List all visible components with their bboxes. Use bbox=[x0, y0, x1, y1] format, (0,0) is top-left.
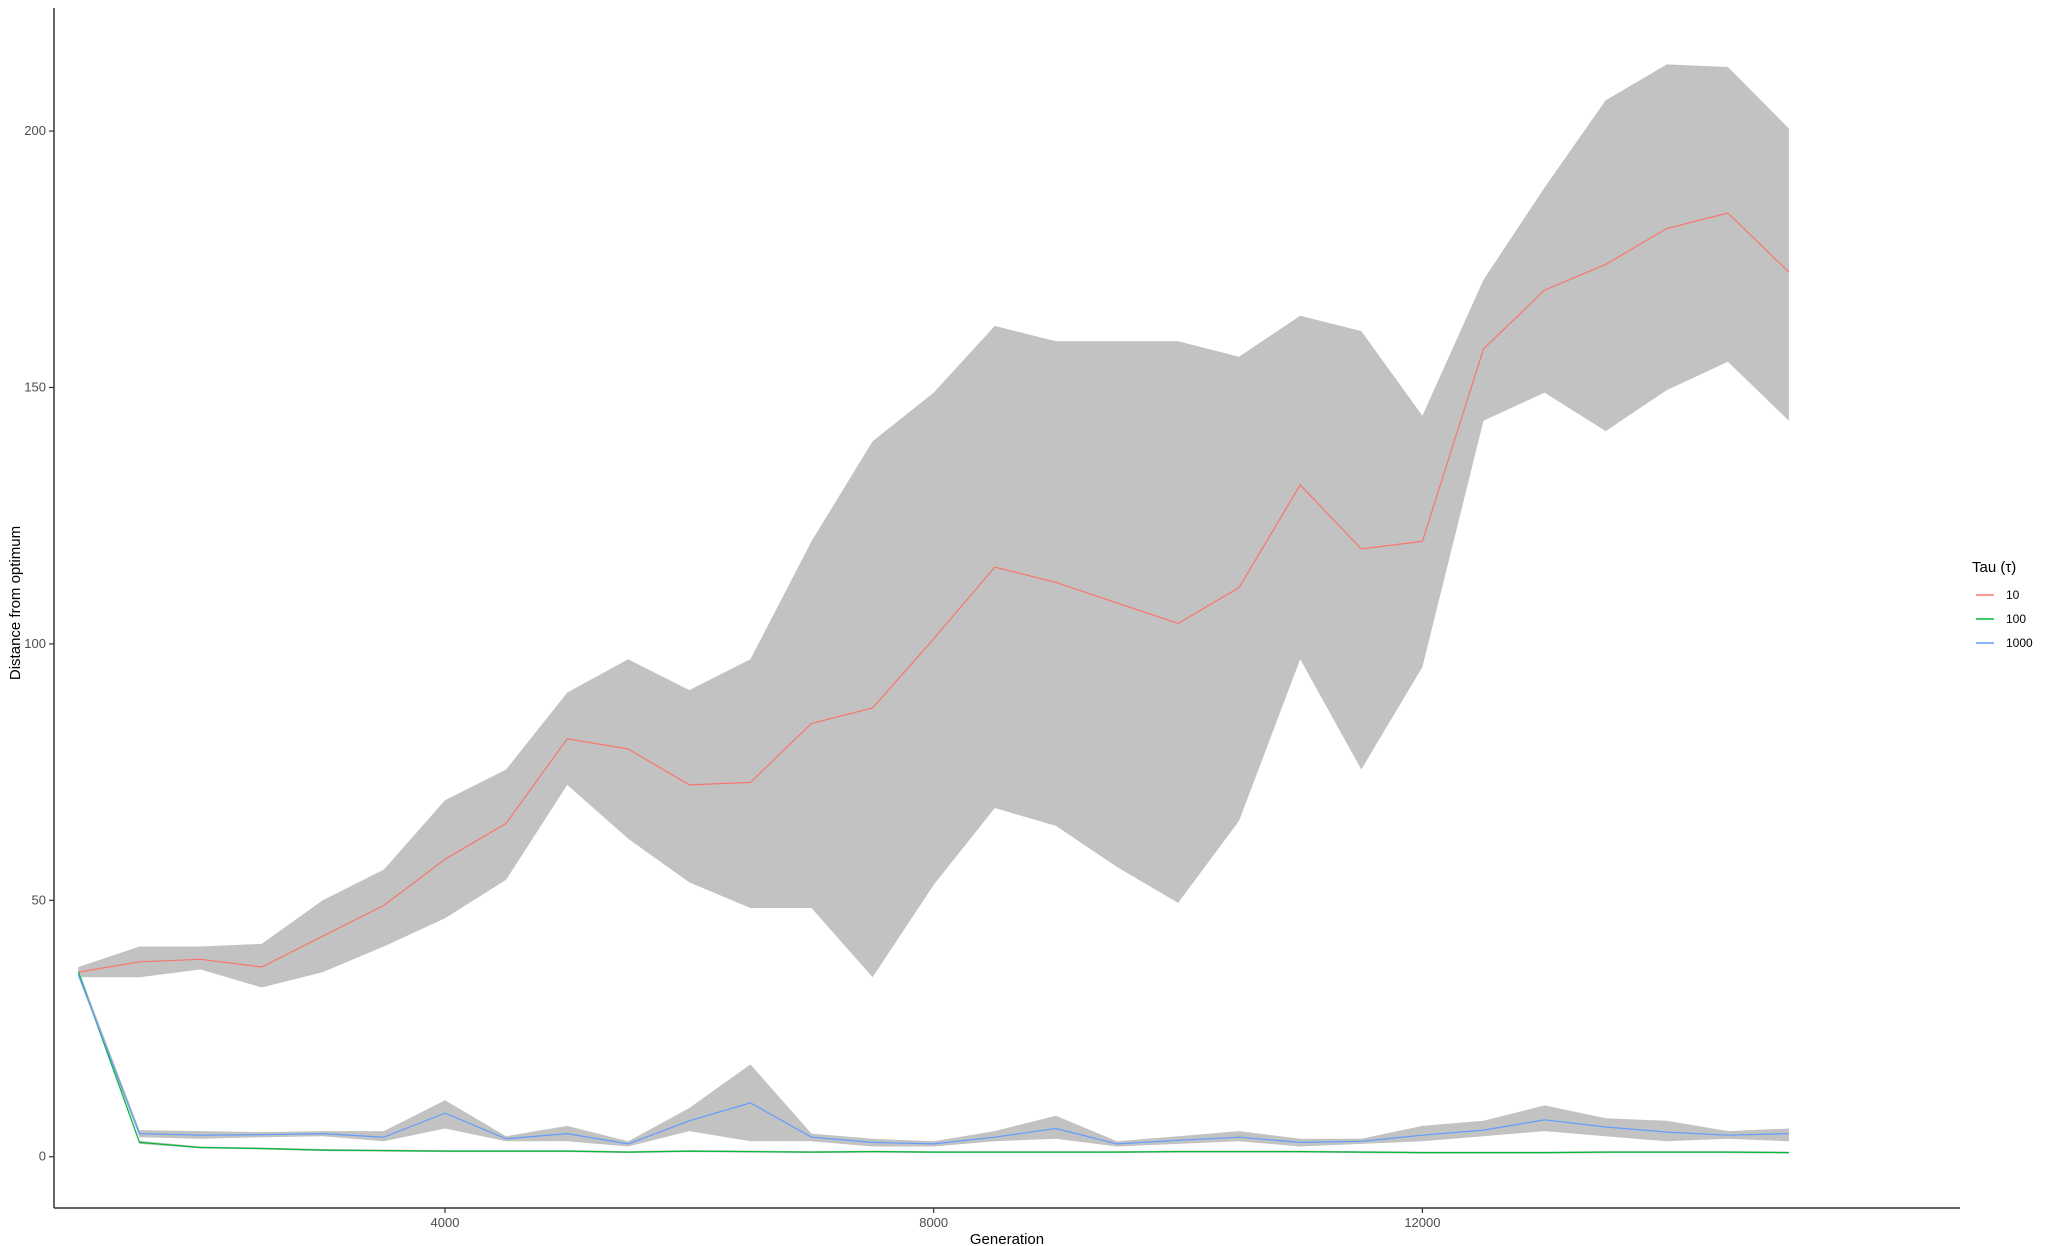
x-tick-label: 4000 bbox=[431, 1215, 460, 1230]
legend-label-1000: 1000 bbox=[2006, 636, 2033, 650]
ribbon-tau-10 bbox=[78, 64, 1789, 988]
x-axis-title: Generation bbox=[970, 1231, 1044, 1246]
legend-title: Tau (τ) bbox=[1972, 559, 2016, 576]
y-axis-title: Distance from optimum bbox=[7, 526, 24, 680]
y-tick-label: 50 bbox=[32, 892, 46, 907]
legend-label-100: 100 bbox=[2006, 612, 2026, 626]
y-tick-label: 150 bbox=[24, 379, 46, 394]
y-tick-label: 100 bbox=[24, 636, 46, 651]
confidence-ribbons bbox=[78, 64, 1789, 1154]
legend-label-10: 10 bbox=[2006, 588, 2020, 602]
line-tau-1000 bbox=[77, 974, 1789, 1145]
x-tick-label: 12000 bbox=[1404, 1215, 1440, 1230]
series-lines bbox=[77, 212, 1790, 1154]
x-tick-label: 8000 bbox=[919, 1215, 948, 1230]
line-tau-100 bbox=[77, 971, 1789, 1154]
axes: 0 50 100 150 200 4000 8000 12000 Generation Dista… bbox=[7, 8, 1960, 1246]
y-tick-label: 0 bbox=[39, 1149, 46, 1164]
ribbon-tau-1000 bbox=[78, 969, 1789, 1147]
line-tau-10 bbox=[78, 212, 1790, 973]
legend: Tau (τ) 10 100 1000 bbox=[1972, 559, 2033, 650]
y-tick-label: 200 bbox=[24, 123, 46, 138]
